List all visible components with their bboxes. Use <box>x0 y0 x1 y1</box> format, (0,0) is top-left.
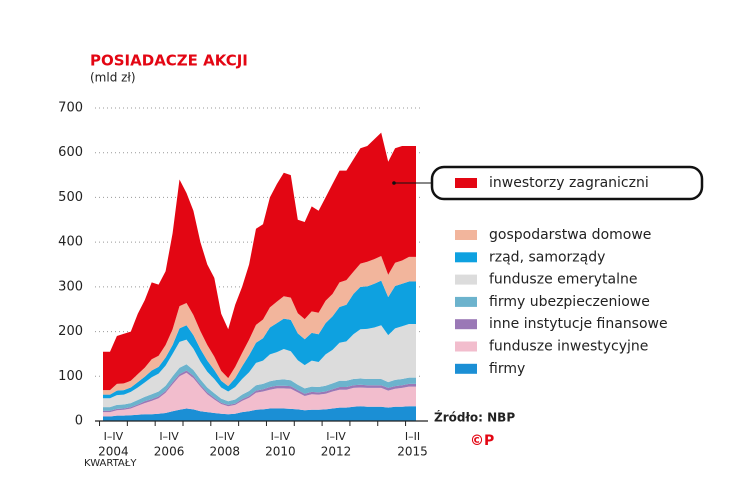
legend-label: gospodarstwa domowe <box>489 227 651 243</box>
x-period-label: I–IV <box>271 430 291 443</box>
copyright: ©P <box>470 433 494 449</box>
legend-label: inne instytucje finansowe <box>489 316 668 332</box>
y-tick-label: 0 <box>75 414 83 429</box>
y-tick-label: 600 <box>58 145 83 160</box>
legend-label: rząd, samorządy <box>489 249 605 265</box>
x-period-label: I–IV <box>326 430 346 443</box>
x-period-label: I–IV <box>159 430 179 443</box>
x-year-label: 2004 <box>98 445 129 459</box>
x-year-label: 2006 <box>154 445 185 459</box>
area <box>103 132 416 391</box>
y-tick-label: 300 <box>58 279 83 294</box>
legend-swatch <box>455 363 477 374</box>
legend-swatch <box>455 319 477 330</box>
chart-subtitle: (mld zł) <box>90 71 136 85</box>
x-year-label: 2012 <box>321 445 352 459</box>
area <box>103 324 416 408</box>
x-period-label: I–IV <box>215 430 235 443</box>
area <box>103 370 416 413</box>
area <box>103 372 416 417</box>
legend-swatch <box>455 252 477 263</box>
legend-pointer-dot <box>392 181 396 185</box>
area <box>103 364 416 411</box>
legend-swatch <box>455 274 477 285</box>
legend-swatch <box>455 178 477 188</box>
y-tick-label: 100 <box>58 369 83 384</box>
y-tick-label: 400 <box>58 235 83 250</box>
x-period-label: I–II <box>405 430 420 443</box>
legend-label: inwestorzy zagraniczni <box>489 175 649 191</box>
legend-swatch <box>455 230 477 240</box>
y-tick-label: 500 <box>58 190 83 205</box>
legend-label: fundusze emerytalne <box>489 272 638 288</box>
x-year-label: 2015 <box>397 445 428 459</box>
legend-label: firmy <box>489 361 525 377</box>
x-period-label: I–IV <box>104 430 124 443</box>
x-year-label: 2008 <box>209 445 240 459</box>
chart-title: POSIADACZE AKCJI <box>90 52 248 70</box>
x-note: KWARTAŁY <box>84 458 137 469</box>
legend-swatch <box>455 341 477 352</box>
area <box>103 406 416 421</box>
area <box>103 280 416 399</box>
x-year-label: 2010 <box>265 445 296 459</box>
y-tick-label: 200 <box>58 324 83 339</box>
legend-label: firmy ubezpieczeniowe <box>489 294 650 310</box>
source: Źródło: NBP <box>434 410 515 425</box>
legend-label: fundusze inwestycyjne <box>489 339 648 355</box>
area <box>103 256 416 395</box>
y-tick-label: 700 <box>58 101 83 116</box>
legend-swatch <box>455 296 477 307</box>
